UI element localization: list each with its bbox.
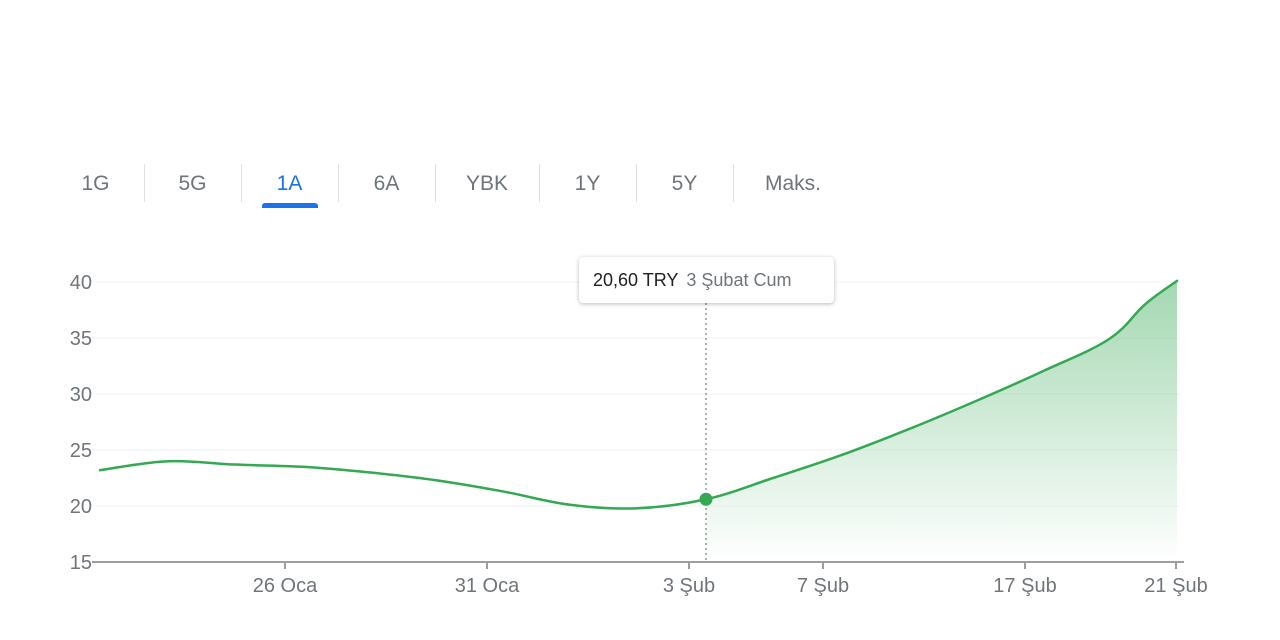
range-tab-6a[interactable]: 6A [338, 164, 435, 204]
range-tab-label: 5Y [671, 172, 698, 195]
active-tab-indicator [261, 203, 318, 208]
series-area-fill [706, 280, 1177, 562]
range-tab-label: 1A [276, 172, 303, 195]
price-tooltip: 20,60 TRY 3 Şubat Cum [579, 257, 834, 303]
range-tab-1a[interactable]: 1A [241, 164, 338, 208]
x-tick-label: 26 Oca [253, 575, 318, 597]
y-tick-label: 35 [70, 328, 92, 350]
range-tab-label: 1G [81, 172, 110, 195]
y-tick-label: 15 [70, 552, 92, 574]
tooltip-date: 3 Şubat Cum [686, 270, 792, 290]
y-tick-label: 30 [70, 384, 92, 406]
hover-point [699, 492, 713, 506]
x-tick-label: 3 Şub [663, 575, 715, 597]
range-tab-label: 5G [178, 172, 207, 195]
range-tab-label: 6A [373, 172, 400, 195]
y-tick-label: 20 [70, 496, 92, 518]
x-tick-label: 17 Şub [993, 575, 1056, 597]
x-tick-label: 31 Oca [455, 575, 520, 597]
range-tab-label: Maks. [764, 172, 821, 195]
tooltip-price: 20,60 TRY [593, 270, 679, 290]
range-tabs: 1G 5G 1A 6A YBK 1Y 5Y Maks. [47, 164, 853, 208]
range-tab-label: YBK [465, 172, 509, 195]
range-tab-maks[interactable]: Maks. [733, 164, 853, 204]
range-tab-5g[interactable]: 5G [144, 164, 241, 204]
range-tab-1g[interactable]: 1G [47, 164, 144, 204]
range-tab-label: 1Y [574, 172, 601, 195]
y-tick-label: 25 [70, 440, 92, 462]
range-tab-1y[interactable]: 1Y [539, 164, 636, 204]
x-tick-label: 7 Şub [797, 575, 849, 597]
range-tab-5y[interactable]: 5Y [636, 164, 733, 204]
series-line [98, 279, 1179, 510]
y-tick-label: 40 [70, 272, 92, 294]
range-tab-ybk[interactable]: YBK [435, 164, 539, 204]
x-tick-label: 21 Şub [1144, 575, 1207, 597]
